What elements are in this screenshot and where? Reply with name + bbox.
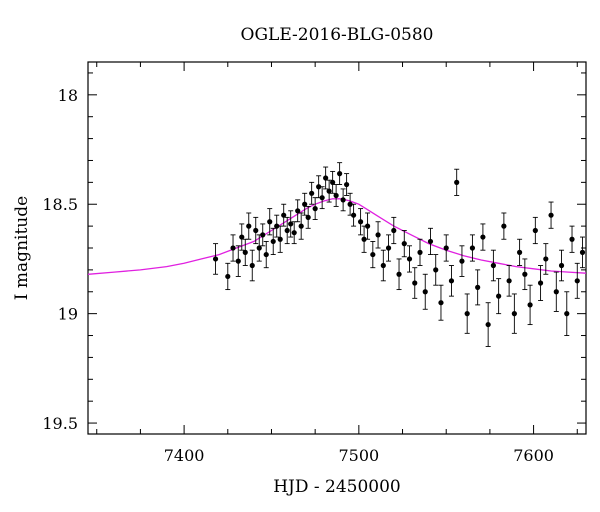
x-tick-label: 7600	[513, 446, 554, 465]
data-point	[406, 256, 413, 262]
data-point	[235, 258, 241, 264]
data-points	[212, 162, 586, 347]
data-point	[295, 208, 301, 214]
data-point	[564, 311, 570, 317]
data-point	[364, 223, 371, 229]
data-point	[464, 311, 470, 317]
data-point	[212, 256, 219, 262]
data-point	[291, 230, 297, 236]
x-tick-label: 7400	[164, 446, 205, 465]
x-axis-label: HJD - 2450000	[273, 477, 401, 497]
axis-ticks: 7400 7500 7600 18 18.5 19 19.5	[42, 62, 586, 465]
data-point	[330, 179, 336, 185]
data-point	[574, 278, 580, 284]
data-point	[305, 214, 311, 220]
model-curve	[87, 198, 587, 275]
data-point	[569, 236, 575, 242]
data-point	[333, 192, 339, 199]
y-tick-label: 18	[58, 86, 78, 105]
data-point	[323, 175, 329, 181]
data-point	[344, 181, 350, 188]
data-point	[433, 267, 439, 273]
data-point	[225, 273, 231, 280]
data-point	[284, 227, 290, 234]
data-point	[347, 201, 353, 207]
data-point	[443, 245, 449, 251]
data-point	[340, 197, 346, 203]
data-point	[263, 251, 269, 258]
data-point	[249, 262, 255, 269]
data-point	[459, 258, 465, 264]
data-point	[298, 223, 304, 229]
data-point	[361, 236, 367, 242]
data-point	[422, 289, 428, 295]
y-tick-label: 18.5	[42, 195, 78, 214]
data-point	[501, 223, 507, 229]
data-point	[288, 221, 294, 227]
data-point	[337, 171, 343, 177]
data-point	[438, 300, 444, 306]
y-tick-label: 19.5	[42, 414, 78, 433]
data-point	[312, 206, 318, 212]
data-point	[253, 227, 259, 234]
data-point	[270, 238, 276, 245]
data-point	[281, 212, 287, 218]
data-point	[469, 245, 476, 251]
data-point	[385, 245, 392, 251]
data-point	[537, 280, 544, 286]
data-point	[277, 236, 283, 242]
data-point	[553, 289, 559, 295]
data-point	[517, 249, 523, 255]
data-point	[246, 223, 252, 229]
data-point	[522, 271, 528, 277]
data-point	[511, 311, 517, 317]
model-line	[87, 198, 587, 275]
data-point	[267, 219, 273, 225]
data-point	[274, 223, 280, 229]
data-point	[532, 227, 538, 234]
data-point	[480, 234, 486, 240]
data-point	[412, 280, 418, 286]
data-point	[239, 234, 245, 240]
chart-title: OGLE-2016-BLG-0580	[241, 25, 434, 45]
data-point	[496, 293, 502, 299]
data-point	[316, 184, 322, 190]
data-point	[448, 278, 455, 284]
plot-frame	[87, 61, 587, 435]
data-point	[230, 245, 236, 251]
x-tick-label: 7500	[338, 446, 379, 465]
data-point	[351, 212, 357, 218]
data-point	[401, 241, 407, 247]
data-point	[326, 188, 332, 194]
data-point	[427, 238, 434, 245]
data-point	[506, 278, 512, 284]
y-axis-label: I magnitude	[12, 196, 32, 300]
data-point	[548, 212, 554, 218]
data-point	[579, 249, 586, 255]
data-point	[242, 249, 248, 255]
data-point	[357, 219, 364, 225]
data-point	[396, 271, 402, 277]
data-point	[543, 256, 549, 262]
data-point	[475, 284, 481, 290]
data-point	[391, 227, 397, 234]
data-point	[319, 195, 325, 201]
data-point	[375, 232, 381, 238]
data-point	[370, 251, 376, 258]
y-tick-label: 19	[58, 305, 78, 324]
data-point	[417, 249, 423, 255]
data-point	[256, 245, 262, 251]
data-point	[380, 262, 386, 269]
data-point	[490, 262, 496, 269]
data-point	[454, 179, 460, 185]
data-point	[302, 201, 308, 207]
data-point	[309, 190, 315, 196]
data-point	[260, 232, 266, 238]
data-point	[558, 262, 565, 269]
data-point	[485, 321, 491, 328]
data-point	[527, 302, 533, 308]
